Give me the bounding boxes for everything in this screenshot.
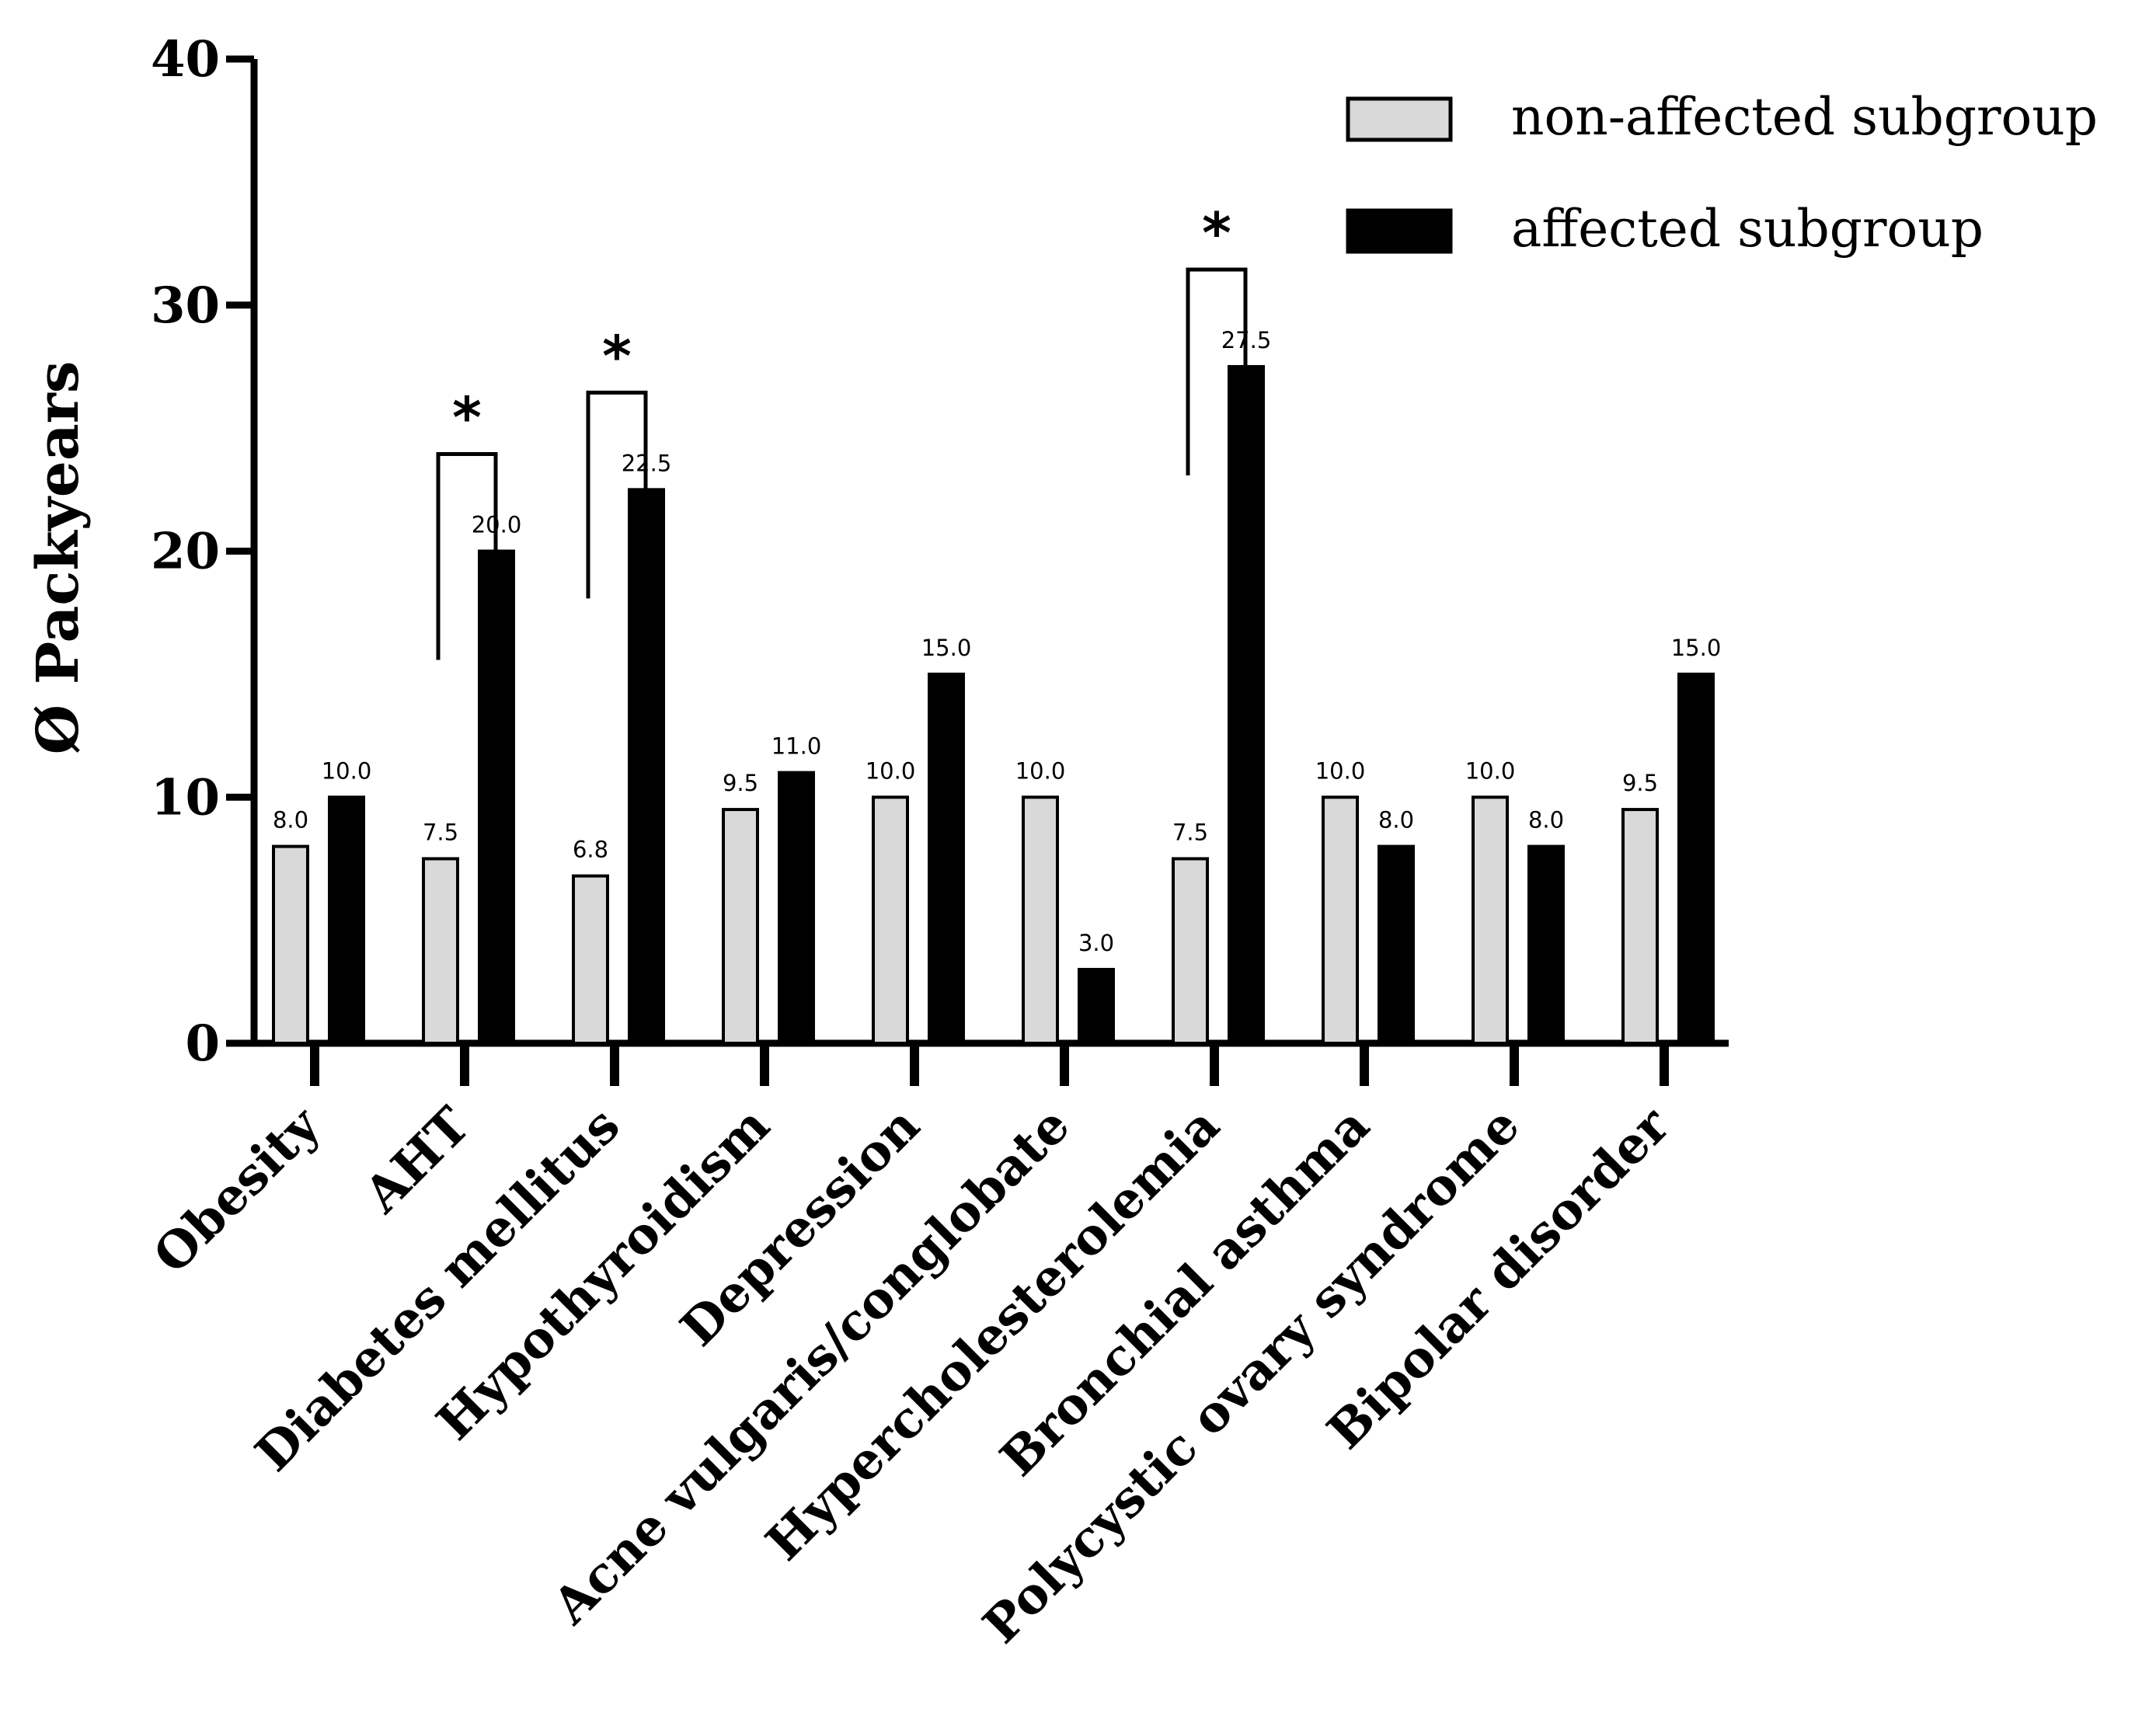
bar xyxy=(1228,364,1265,1045)
bar xyxy=(928,672,965,1045)
y-tick-label: 30 xyxy=(151,277,220,335)
y-tick-label: 10 xyxy=(151,768,220,827)
data-label: 8.0 xyxy=(1528,807,1564,834)
y-tick-label: 0 xyxy=(185,1015,220,1073)
significance-marker: * xyxy=(1202,200,1231,266)
data-label: 15.0 xyxy=(1671,635,1722,661)
data-label: 8.0 xyxy=(1378,807,1414,834)
y-axis-label: Ø Packyears xyxy=(25,361,92,755)
bar xyxy=(422,857,459,1045)
x-tick-label: Obesity xyxy=(143,1095,333,1285)
significance-marker: * xyxy=(602,323,632,388)
bar xyxy=(572,874,609,1045)
legend-label: non-affected subgroup xyxy=(1511,87,2098,147)
data-label: 9.5 xyxy=(1622,770,1658,796)
data-label: 3.0 xyxy=(1078,930,1114,956)
bar xyxy=(1078,967,1115,1045)
data-label: 15.0 xyxy=(921,635,972,661)
x-tick-label: AHT xyxy=(353,1096,481,1224)
legend-swatch xyxy=(1346,208,1453,254)
data-label: 10.0 xyxy=(866,757,916,784)
significance-brackets: * * * xyxy=(436,200,1248,660)
bar xyxy=(778,771,815,1045)
bars xyxy=(272,364,1715,1046)
significance-bracket xyxy=(436,452,498,660)
bar xyxy=(1677,672,1715,1045)
value-labels: 8.010.07.520.06.822.59.511.010.015.010.0… xyxy=(273,327,1721,956)
data-label: 10.0 xyxy=(322,757,372,784)
bar xyxy=(272,844,309,1045)
bar xyxy=(1022,795,1059,1045)
bar xyxy=(1172,857,1209,1045)
data-label: 10.0 xyxy=(1315,757,1366,784)
y-tick-label: 20 xyxy=(151,523,220,581)
bar xyxy=(1527,844,1565,1045)
significance-bracket xyxy=(1186,267,1248,475)
data-label: 8.0 xyxy=(273,807,308,834)
data-label: 10.0 xyxy=(1015,757,1066,784)
data-label: 9.5 xyxy=(723,770,758,796)
data-label: 6.8 xyxy=(573,837,608,863)
data-label: 7.5 xyxy=(1172,819,1208,845)
bar xyxy=(1472,795,1509,1045)
bar xyxy=(1322,795,1359,1045)
bar xyxy=(1378,844,1415,1045)
legend: non-affected subgroup affected subgroup xyxy=(1346,87,2098,259)
significance-bracket xyxy=(586,390,648,599)
bar xyxy=(628,488,665,1045)
y-tick-label: 40 xyxy=(151,30,220,89)
bar xyxy=(328,795,365,1045)
data-label: 10.0 xyxy=(1465,757,1516,784)
bar xyxy=(722,808,759,1046)
data-label: 11.0 xyxy=(771,733,822,760)
bar xyxy=(1621,808,1659,1046)
significance-marker: * xyxy=(452,385,482,451)
legend-swatch xyxy=(1346,96,1453,142)
bar xyxy=(478,549,515,1045)
bar xyxy=(872,795,909,1045)
x-tick-label: Polycystic ovary syndrome xyxy=(972,1096,1531,1655)
data-label: 7.5 xyxy=(423,819,458,845)
legend-label: affected subgroup xyxy=(1511,199,1984,259)
